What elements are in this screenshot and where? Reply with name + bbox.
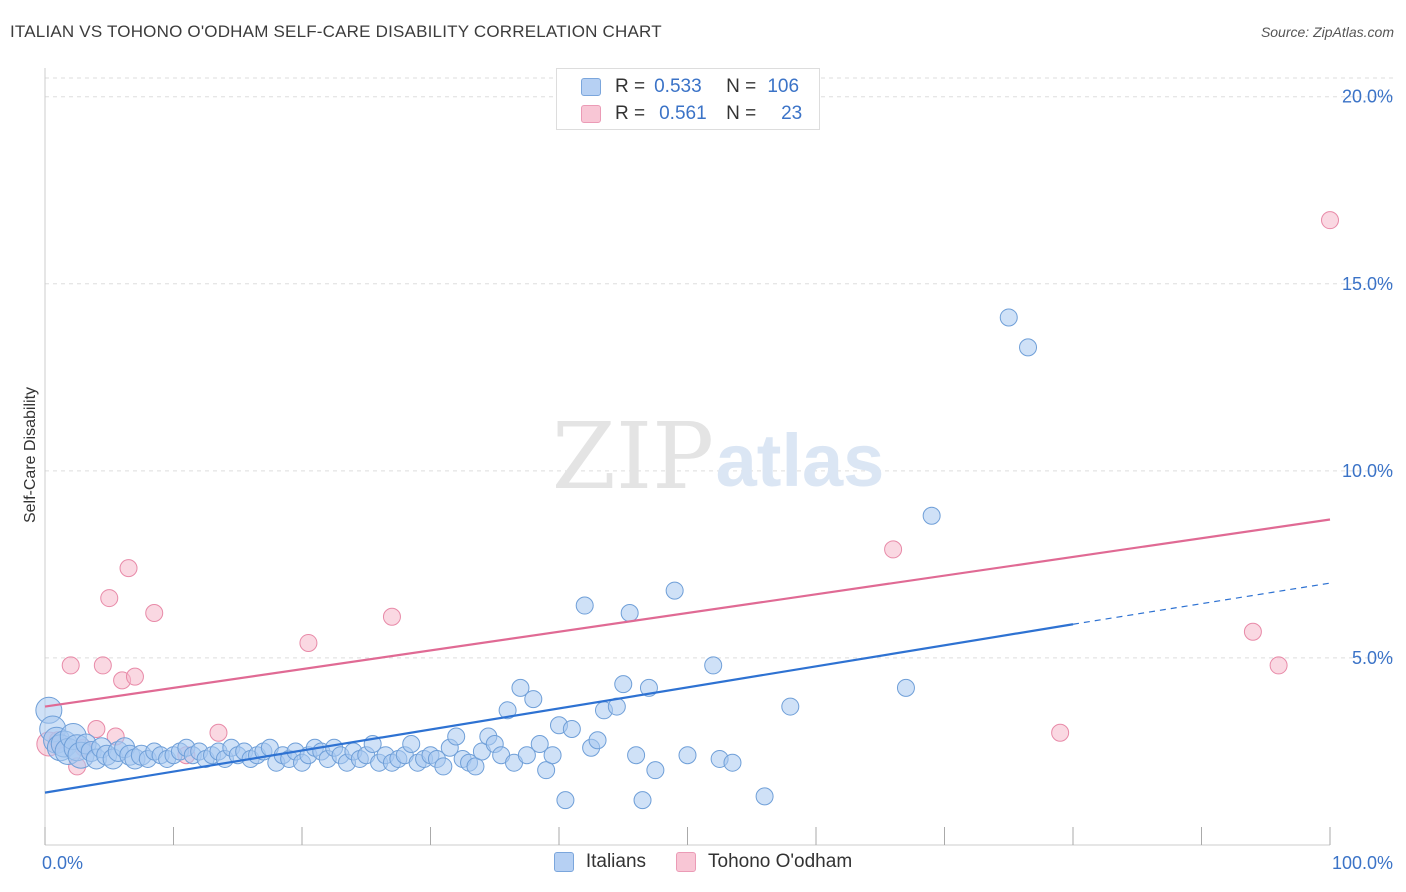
trendline-italians-extension <box>1072 582 1331 625</box>
legend-row-italians: R = 0.533 N = 106 <box>581 75 802 99</box>
data-point-tohono <box>93 656 112 675</box>
legend-n-label: N = <box>726 103 757 124</box>
bottom-legend-tohono: Tohono O'odham <box>676 851 852 873</box>
legend-swatch-tohono <box>581 105 601 123</box>
data-point-italians <box>896 678 915 697</box>
data-point-italians <box>781 697 800 716</box>
source-label: Source: ZipAtlas.com <box>1260 24 1394 40</box>
data-point-italians <box>511 678 530 697</box>
trendline-italians <box>44 623 1074 794</box>
data-point-tohono <box>61 656 80 675</box>
data-point-italians <box>524 690 543 709</box>
data-point-tohono <box>100 589 119 608</box>
data-point-tohono <box>209 723 228 742</box>
data-point-tohono <box>884 540 903 559</box>
data-point-tohono <box>382 607 401 626</box>
data-point-tohono <box>299 633 318 652</box>
data-point-italians <box>704 656 723 675</box>
data-point-italians <box>543 746 562 765</box>
data-point-italians <box>614 675 633 694</box>
data-point-tohono <box>1243 622 1262 641</box>
data-point-italians <box>633 791 652 810</box>
data-point-italians <box>517 746 536 765</box>
legend-row-tohono: R = 0.561 N = 23 <box>581 102 802 126</box>
data-point-tohono <box>119 559 138 578</box>
data-point-italians <box>723 753 742 772</box>
legend-n-value: 23 <box>781 103 803 124</box>
bottom-legend-italians: Italians <box>553 851 647 873</box>
data-point-italians <box>466 757 485 776</box>
data-point-italians <box>562 720 581 739</box>
y-tick-label: 15.0% <box>1342 274 1393 294</box>
data-point-italians <box>434 757 453 776</box>
bottom-legend-label-tohono: Tohono O'odham <box>708 851 853 872</box>
legend-r-value: 0.533 <box>654 76 702 97</box>
legend-swatch-italians <box>581 78 601 96</box>
data-point-italians <box>922 506 941 525</box>
data-point-italians <box>665 581 684 600</box>
y-tick-label: 5.0% <box>1352 648 1393 668</box>
data-point-italians <box>588 731 607 750</box>
legend: R = 0.533 N = 106 R = 0.561 N = 23 <box>556 68 820 130</box>
x-tick-label: 100.0% <box>1332 853 1393 873</box>
data-point-italians <box>646 761 665 780</box>
watermark-zip: ZIP <box>552 403 714 510</box>
data-point-italians <box>498 701 517 720</box>
data-point-italians <box>678 746 697 765</box>
series-italians-points <box>35 308 1038 810</box>
legend-n-label: N = <box>726 76 757 97</box>
data-point-italians <box>402 734 421 753</box>
data-point-italians <box>537 761 556 780</box>
data-point-tohono <box>1051 723 1070 742</box>
x-tick-labels: 0.0% 100.0% <box>42 853 1393 873</box>
bottom-legend-swatch-tohono <box>676 852 697 872</box>
data-point-italians <box>620 604 639 623</box>
y-axis-label: Self-Care Disability <box>22 387 39 523</box>
y-tick-label: 20.0% <box>1342 87 1393 107</box>
trendlines <box>44 518 1331 794</box>
data-point-tohono <box>1321 211 1339 230</box>
x-tick-label: 0.0% <box>42 853 83 873</box>
data-point-italians <box>556 791 575 810</box>
data-point-italians <box>1019 338 1038 357</box>
y-tick-labels: 5.0% 10.0% 15.0% 20.0% <box>1342 87 1393 668</box>
watermark-atlas: atlas <box>716 419 885 502</box>
data-point-italians <box>447 727 466 746</box>
data-point-italians <box>755 787 774 806</box>
y-tick-label: 10.0% <box>1342 461 1393 481</box>
data-point-italians <box>530 734 549 753</box>
data-point-tohono <box>125 667 144 686</box>
legend-r-label: R = <box>615 103 646 124</box>
trendline-tohono <box>44 518 1331 708</box>
chart-title: ITALIAN VS TOHONO O'ODHAM SELF-CARE DISA… <box>10 22 662 41</box>
legend-r-label: R = <box>615 76 646 97</box>
watermark: ZIP atlas <box>552 403 884 510</box>
bottom-legend-label-italians: Italians <box>585 851 647 872</box>
gridlines <box>45 77 1393 659</box>
data-point-tohono <box>1269 656 1288 675</box>
data-point-italians <box>627 746 646 765</box>
data-point-tohono <box>145 604 164 623</box>
data-point-italians <box>575 596 594 615</box>
bottom-legend-swatch-italians <box>553 852 574 872</box>
legend-r-value: 0.561 <box>659 103 707 124</box>
data-point-italians <box>999 308 1018 327</box>
legend-n-value: 106 <box>767 76 800 97</box>
bottom-legend: Italians Tohono O'odham <box>0 851 1406 873</box>
data-point-tohono <box>87 720 106 739</box>
